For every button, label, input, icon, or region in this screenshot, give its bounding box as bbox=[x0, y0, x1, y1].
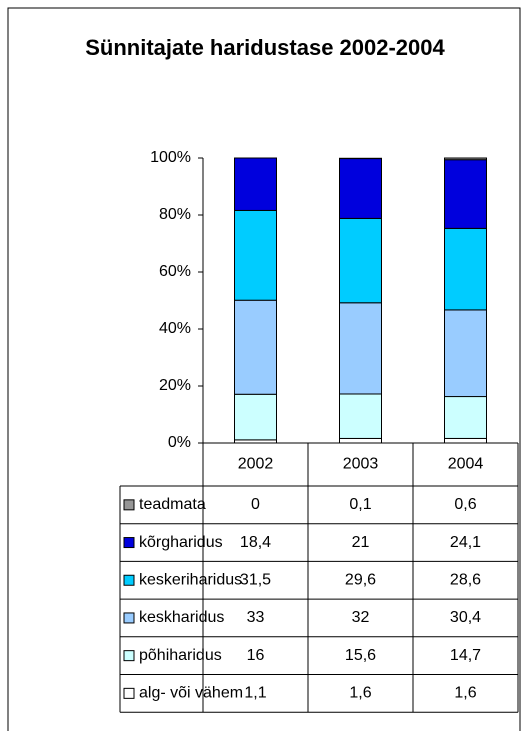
bar-segment bbox=[444, 309, 487, 398]
table-value: 1,6 bbox=[349, 685, 371, 702]
bar-segment bbox=[234, 393, 277, 441]
legend-label: alg- või vähem bbox=[139, 685, 243, 702]
legend-key bbox=[123, 537, 135, 549]
table-value: 15,6 bbox=[345, 647, 376, 664]
chart-title: Sünnitajate haridustase 2002-2004 bbox=[85, 35, 445, 60]
table-value: 0 bbox=[251, 496, 260, 513]
table-value: 21 bbox=[352, 534, 370, 551]
bar-segment bbox=[234, 157, 277, 211]
y-tick-label: 60% bbox=[159, 263, 191, 280]
legend-key bbox=[123, 499, 135, 511]
bar-segment bbox=[339, 217, 382, 304]
bar-segment bbox=[339, 302, 382, 395]
x-tick-label: 2003 bbox=[343, 456, 379, 473]
legend-key bbox=[123, 612, 135, 624]
bar-segment bbox=[444, 227, 487, 311]
bar-segment bbox=[444, 437, 487, 444]
y-tick-label: 0% bbox=[168, 434, 191, 451]
y-tick-label: 20% bbox=[159, 377, 191, 394]
bar-segment bbox=[234, 299, 277, 395]
legend-key bbox=[123, 650, 135, 662]
y-tick-label: 100% bbox=[150, 149, 191, 166]
title-box: Sünnitajate haridustase 2002-2004 bbox=[85, 35, 445, 60]
bar-segment bbox=[339, 393, 382, 439]
table-value: 0,1 bbox=[349, 496, 371, 513]
table-value: 30,4 bbox=[450, 609, 481, 626]
legend-label: teadmata bbox=[139, 496, 206, 513]
legend-label: keskeriharidus bbox=[139, 571, 242, 588]
table-value: 24,1 bbox=[450, 534, 481, 551]
chart-border bbox=[7, 7, 521, 731]
table-value: 0,6 bbox=[454, 496, 476, 513]
legend-label: põhiharidus bbox=[139, 647, 222, 664]
legend-key bbox=[123, 574, 135, 586]
table-value: 18,4 bbox=[240, 534, 271, 551]
bar-segment bbox=[444, 396, 487, 439]
table-value: 14,7 bbox=[450, 647, 481, 664]
bar-segment bbox=[444, 159, 487, 229]
x-tick-label: 2004 bbox=[448, 456, 484, 473]
bar-segment bbox=[444, 157, 487, 161]
table-value: 33 bbox=[247, 609, 265, 626]
table-value: 31,5 bbox=[240, 571, 271, 588]
table-value: 1,6 bbox=[454, 685, 476, 702]
bar-segment bbox=[339, 158, 382, 219]
table-value: 16 bbox=[247, 647, 265, 664]
table-value: 29,6 bbox=[345, 571, 376, 588]
legend-key bbox=[123, 687, 135, 699]
table-value: 28,6 bbox=[450, 571, 481, 588]
legend-label: kõrgharidus bbox=[139, 534, 223, 551]
table-value: 32 bbox=[352, 609, 370, 626]
y-tick-label: 40% bbox=[159, 320, 191, 337]
legend-label: keskharidus bbox=[139, 609, 224, 626]
x-tick-label: 2002 bbox=[238, 456, 274, 473]
y-tick-label: 80% bbox=[159, 206, 191, 223]
table-value: 1,1 bbox=[244, 685, 266, 702]
bar-segment bbox=[339, 437, 382, 444]
bar-segment bbox=[234, 209, 277, 301]
